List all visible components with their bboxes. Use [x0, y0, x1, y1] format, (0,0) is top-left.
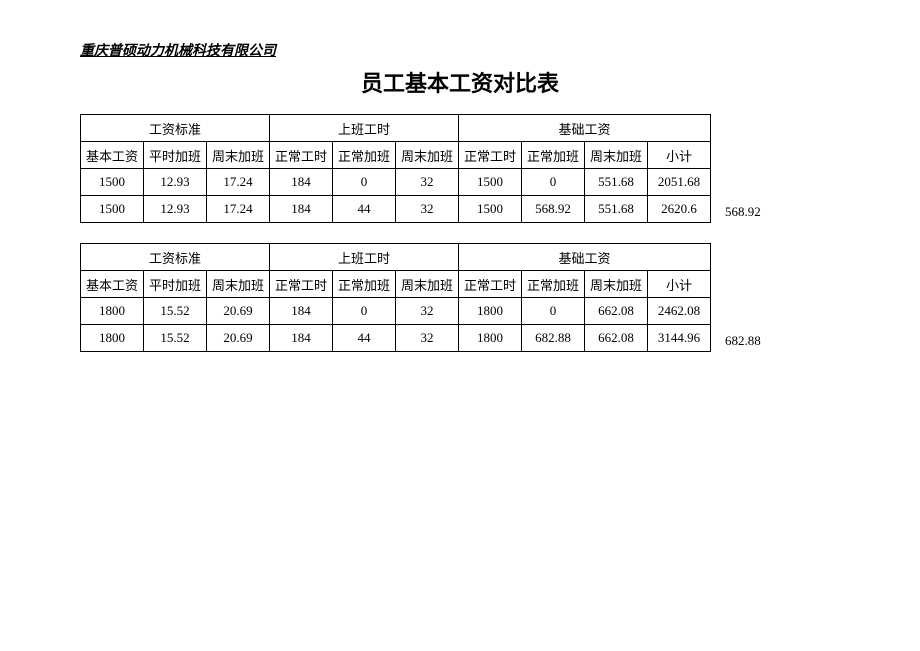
- group-work-hours: 上班工时: [270, 115, 459, 142]
- cell: 20.69: [207, 298, 270, 325]
- group-header-row: 工资标准 上班工时 基础工资: [81, 244, 711, 271]
- col-normal-ot2: 正常加班: [522, 271, 585, 298]
- cell: 15.52: [144, 325, 207, 352]
- cell: 1800: [459, 298, 522, 325]
- col-weekday-ot: 平时加班: [144, 271, 207, 298]
- group-header-row: 工资标准 上班工时 基础工资: [81, 115, 711, 142]
- cell: 3144.96: [648, 325, 711, 352]
- cell: 184: [270, 325, 333, 352]
- col-weekend-ot2: 周末加班: [396, 142, 459, 169]
- cell: 184: [270, 298, 333, 325]
- cell: 17.24: [207, 169, 270, 196]
- cell: 1800: [81, 325, 144, 352]
- table-row: 1500 12.93 17.24 184 44 32 1500 568.92 5…: [81, 196, 711, 223]
- cell: 0: [522, 298, 585, 325]
- cell: 184: [270, 196, 333, 223]
- col-normal-hours2: 正常工时: [459, 271, 522, 298]
- group-wage-std: 工资标准: [81, 244, 270, 271]
- group-base-salary: 基础工资: [459, 244, 711, 271]
- cell: 0: [522, 169, 585, 196]
- col-normal-hours: 正常工时: [270, 271, 333, 298]
- cell: 2462.08: [648, 298, 711, 325]
- cell: 32: [396, 169, 459, 196]
- table-1-wrap: 工资标准 上班工时 基础工资 基本工资 平时加班 周末加班 正常工时 正常加班 …: [80, 114, 840, 223]
- side-value-2: 682.88: [725, 333, 761, 352]
- cell: 12.93: [144, 169, 207, 196]
- sub-header-row: 基本工资 平时加班 周末加班 正常工时 正常加班 周末加班 正常工时 正常加班 …: [81, 271, 711, 298]
- col-base-salary: 基本工资: [81, 142, 144, 169]
- cell: 32: [396, 298, 459, 325]
- salary-table-1: 工资标准 上班工时 基础工资 基本工资 平时加班 周末加班 正常工时 正常加班 …: [80, 114, 711, 223]
- cell: 0: [333, 298, 396, 325]
- table-2-wrap: 工资标准 上班工时 基础工资 基本工资 平时加班 周末加班 正常工时 正常加班 …: [80, 243, 840, 352]
- cell: 184: [270, 169, 333, 196]
- salary-table-2: 工资标准 上班工时 基础工资 基本工资 平时加班 周末加班 正常工时 正常加班 …: [80, 243, 711, 352]
- cell: 1500: [81, 169, 144, 196]
- col-normal-ot: 正常加班: [333, 271, 396, 298]
- table-row: 1800 15.52 20.69 184 44 32 1800 682.88 6…: [81, 325, 711, 352]
- col-normal-hours2: 正常工时: [459, 142, 522, 169]
- col-normal-ot: 正常加班: [333, 142, 396, 169]
- cell: 2051.68: [648, 169, 711, 196]
- cell: 32: [396, 325, 459, 352]
- col-weekend-ot: 周末加班: [207, 142, 270, 169]
- cell: 15.52: [144, 298, 207, 325]
- cell: 2620.6: [648, 196, 711, 223]
- cell: 568.92: [522, 196, 585, 223]
- side-value-1: 568.92: [725, 204, 761, 223]
- cell: 662.08: [585, 298, 648, 325]
- col-weekend-ot3: 周末加班: [585, 271, 648, 298]
- cell: 551.68: [585, 169, 648, 196]
- col-base-salary: 基本工资: [81, 271, 144, 298]
- col-weekday-ot: 平时加班: [144, 142, 207, 169]
- cell: 662.08: [585, 325, 648, 352]
- group-work-hours: 上班工时: [270, 244, 459, 271]
- cell: 32: [396, 196, 459, 223]
- cell: 17.24: [207, 196, 270, 223]
- col-normal-ot2: 正常加班: [522, 142, 585, 169]
- col-subtotal: 小计: [648, 271, 711, 298]
- sub-header-row: 基本工资 平时加班 周末加班 正常工时 正常加班 周末加班 正常工时 正常加班 …: [81, 142, 711, 169]
- cell: 44: [333, 196, 396, 223]
- table-row: 1800 15.52 20.69 184 0 32 1800 0 662.08 …: [81, 298, 711, 325]
- col-normal-hours: 正常工时: [270, 142, 333, 169]
- cell: 1500: [81, 196, 144, 223]
- group-base-salary: 基础工资: [459, 115, 711, 142]
- cell: 682.88: [522, 325, 585, 352]
- company-name: 重庆普硕动力机械科技有限公司: [80, 40, 840, 60]
- cell: 1500: [459, 196, 522, 223]
- cell: 1800: [81, 298, 144, 325]
- col-subtotal: 小计: [648, 142, 711, 169]
- cell: 551.68: [585, 196, 648, 223]
- cell: 0: [333, 169, 396, 196]
- page-title: 员工基本工资对比表: [80, 66, 840, 98]
- group-wage-std: 工资标准: [81, 115, 270, 142]
- col-weekend-ot: 周末加班: [207, 271, 270, 298]
- cell: 20.69: [207, 325, 270, 352]
- col-weekend-ot3: 周末加班: [585, 142, 648, 169]
- cell: 12.93: [144, 196, 207, 223]
- cell: 44: [333, 325, 396, 352]
- col-weekend-ot2: 周末加班: [396, 271, 459, 298]
- cell: 1800: [459, 325, 522, 352]
- cell: 1500: [459, 169, 522, 196]
- table-row: 1500 12.93 17.24 184 0 32 1500 0 551.68 …: [81, 169, 711, 196]
